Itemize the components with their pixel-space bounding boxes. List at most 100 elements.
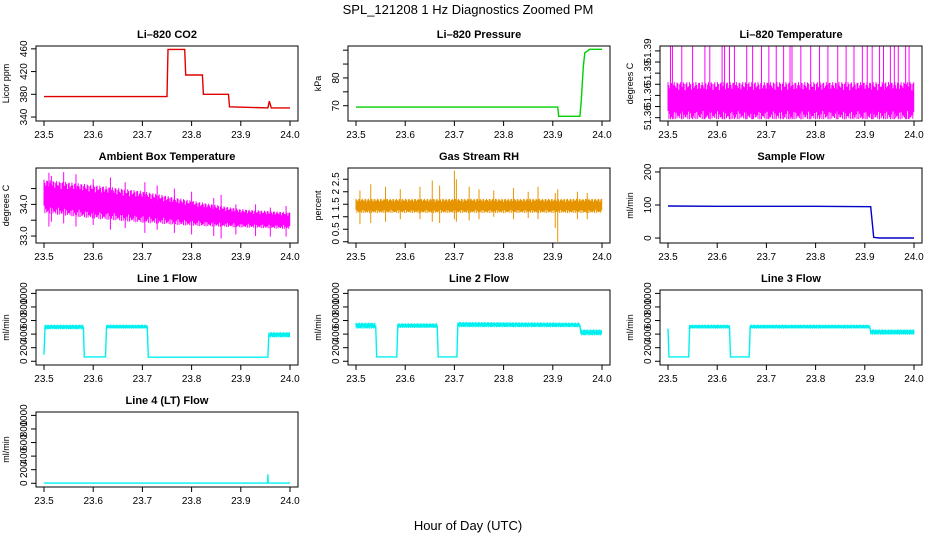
y-tick-label: 400	[19, 325, 30, 342]
x-tick-label: 23.7	[445, 252, 465, 263]
y-tick-label: 600	[331, 312, 342, 329]
y-axis-label: Licor ppm	[1, 64, 11, 104]
y-tick-label: 0	[331, 239, 342, 245]
x-tick-label: 23.7	[133, 374, 153, 385]
x-tick-label: 23.5	[658, 130, 678, 141]
x-tick-label: 23.8	[182, 374, 202, 385]
y-tick-label: 1000	[19, 404, 30, 427]
x-tick-label: 23.5	[34, 252, 54, 263]
series-line	[43, 326, 290, 358]
data-band	[43, 179, 291, 229]
x-tick-label: 23.9	[855, 252, 875, 263]
y-tick-label: 51.39	[643, 60, 654, 85]
y-tick-label: 200	[19, 461, 30, 478]
plot-data	[43, 324, 290, 358]
data-band	[355, 198, 603, 213]
y-tick-label: 800	[643, 298, 654, 315]
x-tick-label: 23.8	[182, 252, 202, 263]
plot-frame	[659, 45, 923, 122]
y-tick-label: 200	[19, 339, 30, 356]
series-line	[667, 205, 914, 239]
x-tick-label: 23.8	[494, 252, 514, 263]
plot-frame	[35, 167, 299, 244]
x-tick-label: 24.0	[280, 252, 300, 263]
x-tick-label: 23.9	[231, 374, 251, 385]
page-title: SPL_121208 1 Hz Diagnostics Zoomed PM	[342, 2, 594, 17]
y-axis-label: percent	[313, 190, 323, 221]
y-tick-label: 70	[331, 100, 342, 112]
y-tick-label: 0	[19, 480, 30, 486]
x-tick-label: 23.9	[543, 252, 563, 263]
panel-title: Line 4 (LT) Flow	[126, 395, 209, 407]
y-axis-label: degrees C	[625, 62, 635, 104]
y-tick-label: 34.0	[19, 194, 30, 214]
y-tick-label: 1	[331, 214, 342, 220]
x-tick-label: 23.8	[494, 374, 514, 385]
x-tick-label: 23.6	[83, 496, 103, 507]
x-tick-label: 23.6	[707, 130, 727, 141]
panel-line3: Line 3 Flow 23.5 23.6 23.7 23.8 23.9 24.0 0 2004…	[625, 273, 924, 385]
y-tick-label: 800	[19, 420, 30, 437]
x-tick-label: 23.5	[346, 252, 366, 263]
x-tick-label: 23.8	[494, 130, 514, 141]
panel-title: Line 1 Flow	[137, 273, 197, 285]
panel-title: Sample Flow	[757, 151, 825, 163]
panel-title: Gas Stream RH	[439, 151, 519, 163]
y-tick-label: 1.5	[331, 197, 342, 211]
y-tick-label: 0	[331, 358, 342, 364]
plot-frame	[35, 289, 299, 366]
y-tick-label: 340	[19, 108, 30, 125]
y-axis-label: ml/min	[1, 436, 11, 463]
x-tick-label: 24.0	[904, 374, 924, 385]
y-tick-label: 600	[19, 434, 30, 451]
y-axis-label: ml/min	[625, 192, 635, 219]
plot-data	[355, 321, 602, 358]
plot-frame	[35, 45, 299, 122]
x-tick-label: 24.0	[592, 252, 612, 263]
x-tick-label: 23.6	[707, 252, 727, 263]
x-tick-label: 23.9	[543, 130, 563, 141]
panel-title: Li–820 Temperature	[739, 29, 842, 41]
y-tick-label: 200	[643, 339, 654, 356]
plot-data	[44, 474, 290, 484]
x-tick-label: 23.5	[346, 374, 366, 385]
x-tick-label: 23.8	[806, 130, 826, 141]
y-tick-label: 400	[331, 325, 342, 342]
x-tick-label: 23.7	[133, 130, 153, 141]
page-x-axis-label: Hour of Day (UTC)	[413, 518, 523, 533]
y-tick-label: 800	[19, 298, 30, 315]
x-tick-label: 23.6	[395, 130, 415, 141]
y-axis-label: ml/min	[313, 314, 323, 341]
x-tick-label: 23.8	[806, 374, 826, 385]
x-tick-label: 23.7	[445, 130, 465, 141]
series-line	[44, 48, 290, 109]
y-tick-label: 1000	[643, 282, 654, 305]
panel-co2: Li–820 CO2 23.5 23.6 23.7 23.8 23.9 24.0 340 380…	[1, 29, 300, 141]
x-tick-label: 24.0	[280, 496, 300, 507]
x-tick-label: 24.0	[592, 374, 612, 385]
y-tick-label: 0	[19, 358, 30, 364]
plot-frame	[347, 167, 611, 244]
y-tick-label: 200	[643, 163, 654, 180]
series-line	[44, 474, 290, 484]
y-tick-label: 2.5	[331, 172, 342, 186]
y-tick-label: 400	[19, 447, 30, 464]
y-tick-label: 1000	[19, 282, 30, 305]
x-tick-label: 23.8	[806, 252, 826, 263]
y-tick-label: 51.39	[643, 38, 654, 63]
panel-title: Line 2 Flow	[449, 273, 509, 285]
x-tick-label: 23.5	[34, 130, 54, 141]
panel-line1: Line 1 Flow 23.5 23.6 23.7 23.8 23.9 24.0 0 2004…	[1, 273, 300, 385]
x-tick-label: 23.7	[757, 130, 777, 141]
y-tick-label: 200	[331, 339, 342, 356]
x-tick-label: 23.5	[346, 130, 366, 141]
x-tick-label: 23.6	[707, 374, 727, 385]
plot-data	[667, 46, 915, 120]
panel-boxtemp: Ambient Box Temperature 23.5 23.6 23.7 23.8 2…	[1, 151, 300, 263]
x-tick-label: 23.6	[83, 374, 103, 385]
y-tick-label: 600	[643, 312, 654, 329]
x-tick-label: 23.8	[182, 130, 202, 141]
series-line	[667, 326, 914, 358]
plot-data	[667, 324, 915, 358]
x-tick-label: 23.7	[445, 374, 465, 385]
